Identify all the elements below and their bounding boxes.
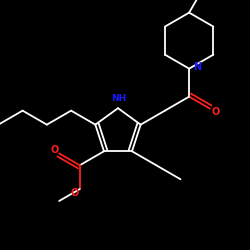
Text: O: O <box>71 188 79 198</box>
Text: O: O <box>212 106 220 117</box>
Text: O: O <box>50 145 58 155</box>
Text: N: N <box>193 62 201 72</box>
Text: NH: NH <box>112 94 127 103</box>
